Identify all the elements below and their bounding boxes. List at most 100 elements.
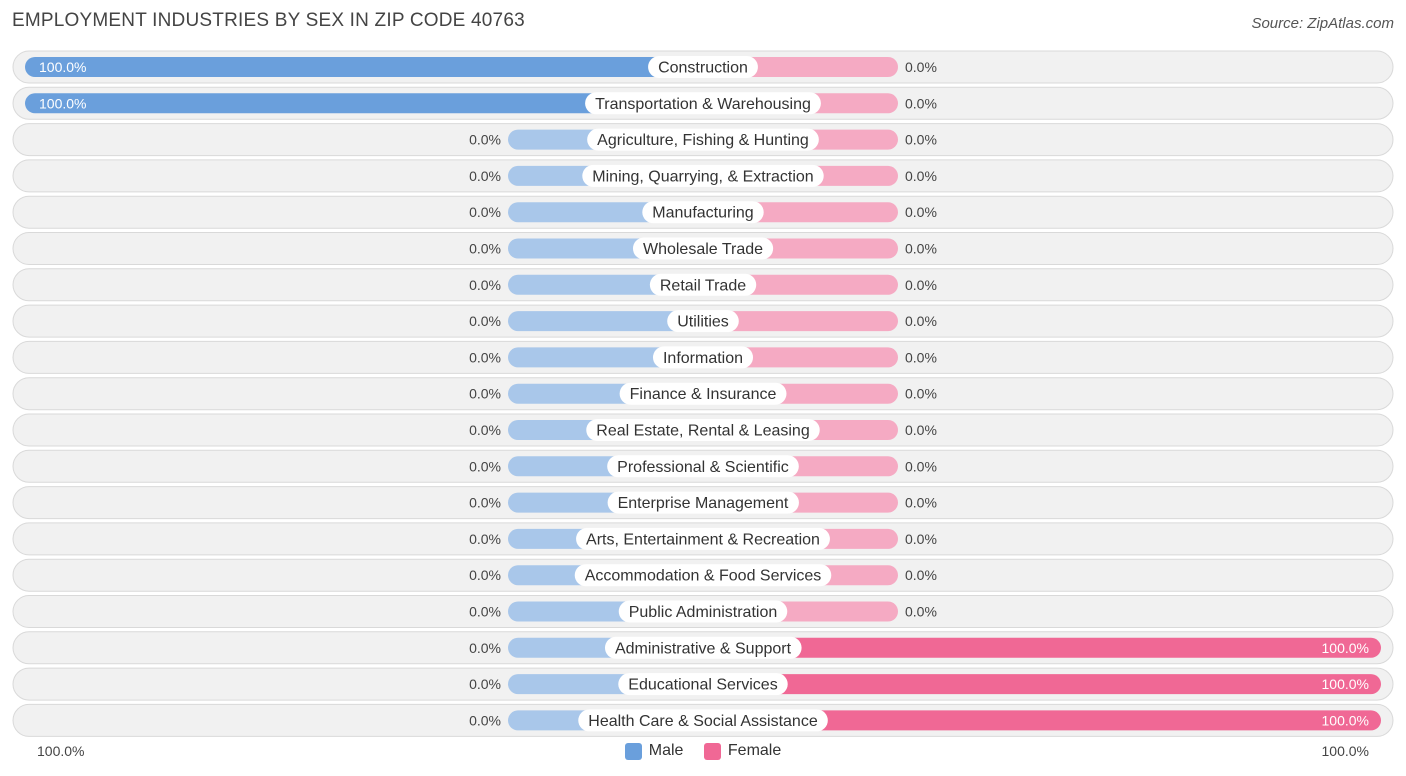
axis-right-label: 100.0% xyxy=(1321,743,1369,759)
category-label-pill xyxy=(667,310,739,333)
legend-label-female: Female xyxy=(727,742,782,759)
category-label-pill xyxy=(576,527,830,550)
chart-row: Manufacturing 0.0% 0.0% xyxy=(12,195,1394,229)
female-value-label: 0.0% xyxy=(905,604,937,620)
male-value-label: 100.0% xyxy=(39,95,86,111)
diverging-bar-chart: Construction 100.0% 0.0% Transportation & W… xyxy=(12,50,1394,737)
category-label-pill xyxy=(618,673,788,696)
female-bar[interactable] xyxy=(703,311,898,332)
category-label: Administrative & Support xyxy=(615,640,792,657)
male-value-label: 0.0% xyxy=(469,277,501,293)
chart-row: Construction 100.0% 0.0% xyxy=(12,50,1394,84)
category-label: Enterprise Management xyxy=(618,495,789,512)
category-label-pill xyxy=(585,92,821,115)
female-value-label: 0.0% xyxy=(905,567,937,583)
category-label: Arts, Entertainment & Recreation xyxy=(586,531,820,548)
chart-title: EMPLOYMENT INDUSTRIES BY SEX IN ZIP CODE… xyxy=(12,10,525,31)
category-label: Utilities xyxy=(677,314,729,331)
male-value-label: 0.0% xyxy=(469,531,501,547)
category-label: Health Care & Social Assistance xyxy=(588,713,818,730)
female-value-label: 100.0% xyxy=(1322,676,1369,692)
category-label: Real Estate, Rental & Leasing xyxy=(596,423,809,440)
category-label-pill xyxy=(642,201,764,224)
category-label: Public Administration xyxy=(629,604,778,621)
category-label: Agriculture, Fishing & Hunting xyxy=(597,132,809,149)
male-value-label: 0.0% xyxy=(469,386,501,402)
male-value-label: 0.0% xyxy=(469,567,501,583)
female-value-label: 0.0% xyxy=(905,458,937,474)
female-value-label: 0.0% xyxy=(905,422,937,438)
axis-left-label: 100.0% xyxy=(37,743,85,759)
chart-row: Mining, Quarrying, & Extraction 0.0% 0.0% xyxy=(12,159,1394,193)
legend-label-male: Male xyxy=(648,742,684,759)
female-value-label: 0.0% xyxy=(905,349,937,365)
chart-row: Retail Trade 0.0% 0.0% xyxy=(12,268,1394,302)
category-label: Construction xyxy=(658,60,748,77)
category-label-pill xyxy=(618,600,788,623)
category-label: Transportation & Warehousing xyxy=(595,96,811,113)
category-label-pill xyxy=(587,128,819,151)
male-value-label: 0.0% xyxy=(469,132,501,148)
male-value-label: 0.0% xyxy=(469,313,501,329)
male-value-label: 0.0% xyxy=(469,204,501,220)
category-label: Manufacturing xyxy=(652,205,753,222)
chart-row: Transportation & Warehousing 100.0% 0.0% xyxy=(12,86,1394,120)
chart-row: Wholesale Trade 0.0% 0.0% xyxy=(12,232,1394,265)
legend-swatch-male xyxy=(624,742,642,760)
female-value-label: 0.0% xyxy=(905,168,937,184)
category-label: Finance & Insurance xyxy=(630,386,777,403)
female-value-label: 0.0% xyxy=(905,495,937,511)
male-value-label: 0.0% xyxy=(469,640,501,656)
category-label-pill xyxy=(649,273,757,296)
chart-row: Administrative & Support 0.0% 100.0% xyxy=(12,631,1394,665)
source-note: Source: ZipAtlas.com xyxy=(1251,15,1394,32)
chart-row: Utilities 0.0% 0.0% xyxy=(12,304,1394,338)
female-bar[interactable] xyxy=(703,674,1381,695)
female-value-label: 0.0% xyxy=(905,204,937,220)
chart-row: Finance & Insurance 0.0% 0.0% xyxy=(12,377,1394,411)
legend-item-female[interactable]: Female xyxy=(703,742,782,760)
female-value-label: 100.0% xyxy=(1322,712,1369,728)
female-value-label: 0.0% xyxy=(905,277,937,293)
male-value-label: 0.0% xyxy=(469,168,501,184)
chart-row: Real Estate, Rental & Leasing 0.0% 0.0% xyxy=(12,413,1394,447)
female-bar[interactable] xyxy=(703,710,1381,731)
category-label-pill xyxy=(648,56,758,78)
male-value-label: 0.0% xyxy=(469,458,501,474)
male-bar[interactable] xyxy=(508,311,703,332)
chart-row: Public Administration 0.0% 0.0% xyxy=(12,595,1394,628)
male-bar[interactable] xyxy=(25,57,703,77)
category-label-pill xyxy=(586,419,820,441)
female-value-label: 0.0% xyxy=(905,531,937,547)
male-value-label: 0.0% xyxy=(469,676,501,692)
female-value-label: 0.0% xyxy=(905,132,937,148)
chart-row: Accommodation & Food Services 0.0% 0.0% xyxy=(12,558,1394,592)
legend-item-male[interactable]: Male xyxy=(624,742,684,760)
female-bar[interactable] xyxy=(703,637,1381,658)
category-label-pill xyxy=(582,164,824,187)
category-label-pill xyxy=(578,709,828,732)
female-value-label: 0.0% xyxy=(905,95,937,111)
category-label-pill xyxy=(604,636,802,659)
category-label-pill xyxy=(619,382,787,405)
chart-row: Enterprise Management 0.0% 0.0% xyxy=(12,486,1394,520)
male-bar[interactable] xyxy=(25,93,703,114)
legend-swatch-female xyxy=(703,742,721,760)
female-value-label: 0.0% xyxy=(905,386,937,402)
chart-row: Arts, Entertainment & Recreation 0.0% 0.0% xyxy=(12,522,1394,556)
chart-row: Health Care & Social Assistance 0.0% 100.0… xyxy=(12,703,1394,737)
male-value-label: 0.0% xyxy=(469,712,501,728)
category-label-pill xyxy=(607,491,799,514)
female-value-label: 0.0% xyxy=(905,313,937,329)
male-value-label: 0.0% xyxy=(469,604,501,620)
category-label-pill xyxy=(652,346,754,369)
male-value-label: 0.0% xyxy=(469,422,501,438)
chart-row: Agriculture, Fishing & Hunting 0.0% 0.0% xyxy=(12,123,1394,157)
category-label-pill xyxy=(574,564,832,587)
chart-row: Information 0.0% 0.0% xyxy=(12,340,1394,374)
male-value-label: 0.0% xyxy=(469,349,501,365)
female-value-label: 100.0% xyxy=(1322,640,1369,656)
male-value-label: 100.0% xyxy=(39,59,86,75)
female-value-label: 0.0% xyxy=(905,241,937,257)
category-label: Information xyxy=(663,350,743,367)
